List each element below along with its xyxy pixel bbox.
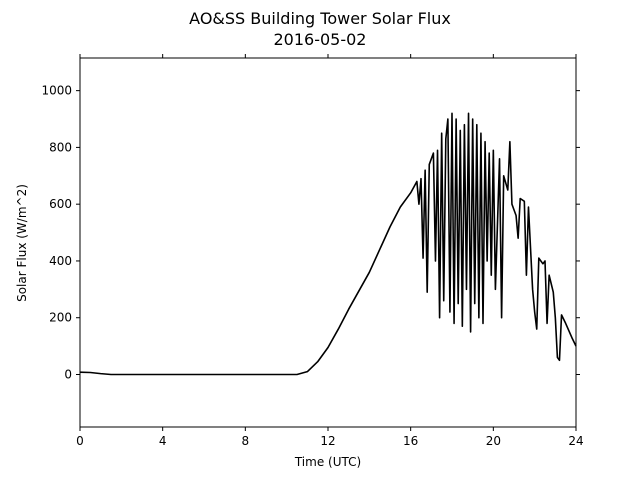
x-tick-label: 24 <box>568 434 583 448</box>
chart-subtitle: 2016-05-02 <box>274 30 367 49</box>
x-tick-label: 20 <box>486 434 501 448</box>
y-tick-label: 800 <box>49 140 72 154</box>
chart-title: AO&SS Building Tower Solar Flux <box>189 9 451 28</box>
y-axis-label: Solar Flux (W/m^2) <box>15 184 29 302</box>
data-line <box>79 112 577 376</box>
x-tick-label: 12 <box>320 434 335 448</box>
y-tick-label: 0 <box>64 367 72 381</box>
x-axis-label: Time (UTC) <box>294 455 361 469</box>
y-tick-label: 200 <box>49 311 72 325</box>
y-tick-label: 400 <box>49 254 72 268</box>
x-tick-label: 16 <box>403 434 418 448</box>
x-tick-label: 0 <box>76 434 84 448</box>
plot-frame <box>79 57 577 428</box>
x-tick-label: 8 <box>242 434 250 448</box>
y-tick-label: 600 <box>49 197 72 211</box>
y-tick-label: 1000 <box>41 84 72 98</box>
x-tick-label: 4 <box>159 434 167 448</box>
